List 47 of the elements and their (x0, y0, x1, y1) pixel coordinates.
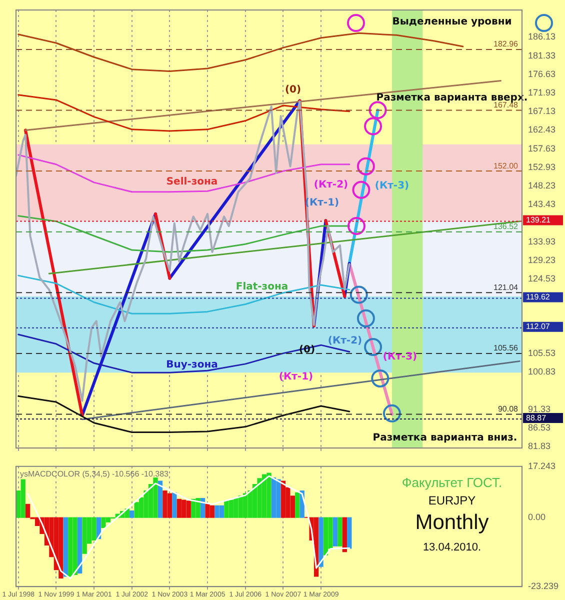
annotation: Выделенные уровни (392, 16, 512, 28)
annotation: (Кт-1) (278, 372, 314, 383)
annotation: (Кт-3) (382, 352, 418, 363)
y-tick-label: 133.93 (528, 236, 556, 247)
annotation: 13.04.2010. (422, 541, 482, 554)
y-tick-label: 162.43 (528, 124, 556, 135)
ref-line-label: 152.00 (494, 161, 519, 170)
y-tick-label: 167.13 (528, 106, 556, 116)
chart-title: ysMACDCOLOR (5,34,5) -10.566 -10.383 (20, 470, 170, 479)
y-tick-label: 148.23 (528, 180, 556, 190)
y-tick-label: 100.83 (528, 366, 556, 377)
annotation: (0) (284, 84, 302, 96)
ref-line-label: 139.21 (526, 216, 552, 225)
y-tick-label: 143.43 (528, 199, 556, 210)
annotation: Monthly (415, 511, 490, 534)
y-tick-label: 171.93 (528, 87, 556, 98)
ref-line-label: 105.56 (494, 344, 519, 353)
y-tick-label: 152.93 (528, 162, 556, 172)
y-tick-label: 186.13 (528, 31, 556, 42)
y-tick-label: 17.243 (528, 460, 556, 471)
y-tick-label: 176.63 (528, 68, 556, 79)
band-label: Flat-зона (236, 282, 288, 293)
y-tick-label: 86.53 (528, 422, 551, 433)
band-label: Buy-зона (166, 360, 218, 371)
y-tick-label: 0.00 (528, 512, 546, 522)
annotation: Факультет ГОСТ. (402, 474, 502, 490)
ref-line-label: 182.96 (494, 40, 519, 49)
ref-line-label: 119.62 (526, 292, 550, 302)
ref-line-label: 90.08 (498, 404, 519, 414)
y-tick-label: 181.33 (528, 50, 556, 60)
annotation: Разметка варианта вниз. (372, 432, 518, 444)
ref-line-label: 136.52 (494, 222, 519, 232)
y-tick-label: 81.83 (528, 441, 551, 452)
y-tick-label: -23.239 (528, 581, 559, 592)
ref-line-label: 112.07 (526, 322, 550, 332)
y-tick-label: 105.53 (528, 348, 556, 358)
y-tick-label: 129.23 (528, 254, 556, 265)
annotation: (Кт-2) (328, 336, 362, 347)
band-label: Sell-зона (166, 176, 218, 188)
y-tick-label: 124.53 (528, 273, 556, 284)
annotation: (Кт-2) (314, 180, 348, 191)
annotation: (Кт-3) (374, 180, 410, 192)
y-tick-label: 157.63 (528, 143, 556, 154)
ref-line-label: 121.04 (494, 282, 519, 292)
y-tick-label: 91.33 (528, 404, 551, 414)
annotation: EURJPY (428, 494, 476, 508)
ref-line-label: 88.87 (526, 413, 547, 422)
